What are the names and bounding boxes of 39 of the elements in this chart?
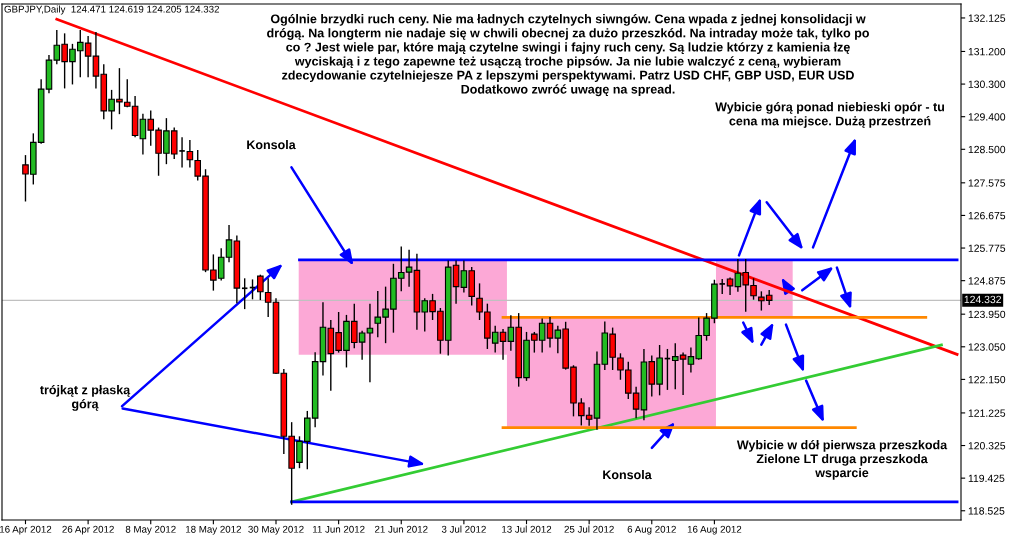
x-tick-label: 16 Aug 2012 xyxy=(687,525,742,535)
x-tick-label: 11 Jun 2012 xyxy=(312,525,365,533)
x-tick-label: 8 May 2012 xyxy=(125,525,176,535)
y-tick-label: 121.225 xyxy=(968,409,1006,417)
y-tick-label: 122.150 xyxy=(968,375,1006,384)
y-tick-label: 123.050 xyxy=(968,343,1006,351)
y-tick-label: 132.125 xyxy=(968,14,1006,22)
y-tick-label: 130.300 xyxy=(968,80,1006,88)
x-tick-label: 18 May 2012 xyxy=(186,525,241,535)
annotation: Ogólnie brzydki ruch ceny. Nie ma ładnych czytelnych siwngów. Cena wpada z jednej konsolidacji w drógą. Na longterm nie nadaje się w chwili obecnej za dużo przeszkód. Na intraday może tak, tylko po co ? Jest wiele par, które mają czytelne swingi i fajny ruch ceny. Są ludzie którzy z kamienia łzę wyciskają i z tego zapewne też usączą troche pipsów. Ja nie lubie walczyć z ceną, wybieram zdecydowanie czytelniejesze PA z lepszymi perspektywami. Patrz USD CHF, GBP USD, EUR USD Dodatkowo zwróć uwagę na spread. xyxy=(267,14,869,97)
x-tick-label: 30 May 2012 xyxy=(248,525,304,535)
y-tick-label: 129.400 xyxy=(968,113,1006,121)
y-tick-label: 128.500 xyxy=(968,145,1006,154)
y-tick-label: 123.950 xyxy=(968,310,1006,319)
candlestick xyxy=(257,273,264,301)
x-tick-label: 21 Jun 2012 xyxy=(374,525,428,533)
y-tick-label: 126.675 xyxy=(968,211,1006,220)
y-tick-label: 131.200 xyxy=(968,47,1006,56)
annotation: Konsola xyxy=(247,140,296,150)
x-tick-label: 26 Apr 2012 xyxy=(62,525,114,535)
y-tick-label: 120.325 xyxy=(968,442,1006,450)
annotation: trójkąt z płaską górą xyxy=(40,385,131,411)
x-tick-label: 6 Aug 2012 xyxy=(627,525,676,535)
y-tick-label: 125.775 xyxy=(968,244,1006,252)
x-tick-label: 25 Jul 2012 xyxy=(564,525,614,533)
x-tick-label: 3 Jul 2012 xyxy=(441,525,486,533)
y-tick-label: 124.875 xyxy=(968,277,1006,285)
candlestick xyxy=(750,277,757,301)
candlestick xyxy=(241,277,249,310)
annotation: Konsola xyxy=(603,470,652,480)
x-tick-label: 16 Apr 2012 xyxy=(0,525,52,535)
annotation: Wybicie w dół pierwsza przeszkoda Zielone LT druga przeszkoda wsparcie xyxy=(736,440,948,480)
y-tick-label: 119.425 xyxy=(968,474,1005,483)
y-tick-label: 118.525 xyxy=(968,507,1005,515)
ref-line-label: 124.332 xyxy=(964,295,1002,304)
y-tick-label: 127.575 xyxy=(968,179,1006,187)
x-tick-label: 13 Jul 2012 xyxy=(502,525,552,533)
chart-title: GBPJPY,Daily 124.471 124.619 124.205 124.332 xyxy=(4,5,220,15)
annotation: Wybicie górą ponad niebieski opór - tu cena ma miejsce. Dużą przestrzeń xyxy=(715,102,945,128)
